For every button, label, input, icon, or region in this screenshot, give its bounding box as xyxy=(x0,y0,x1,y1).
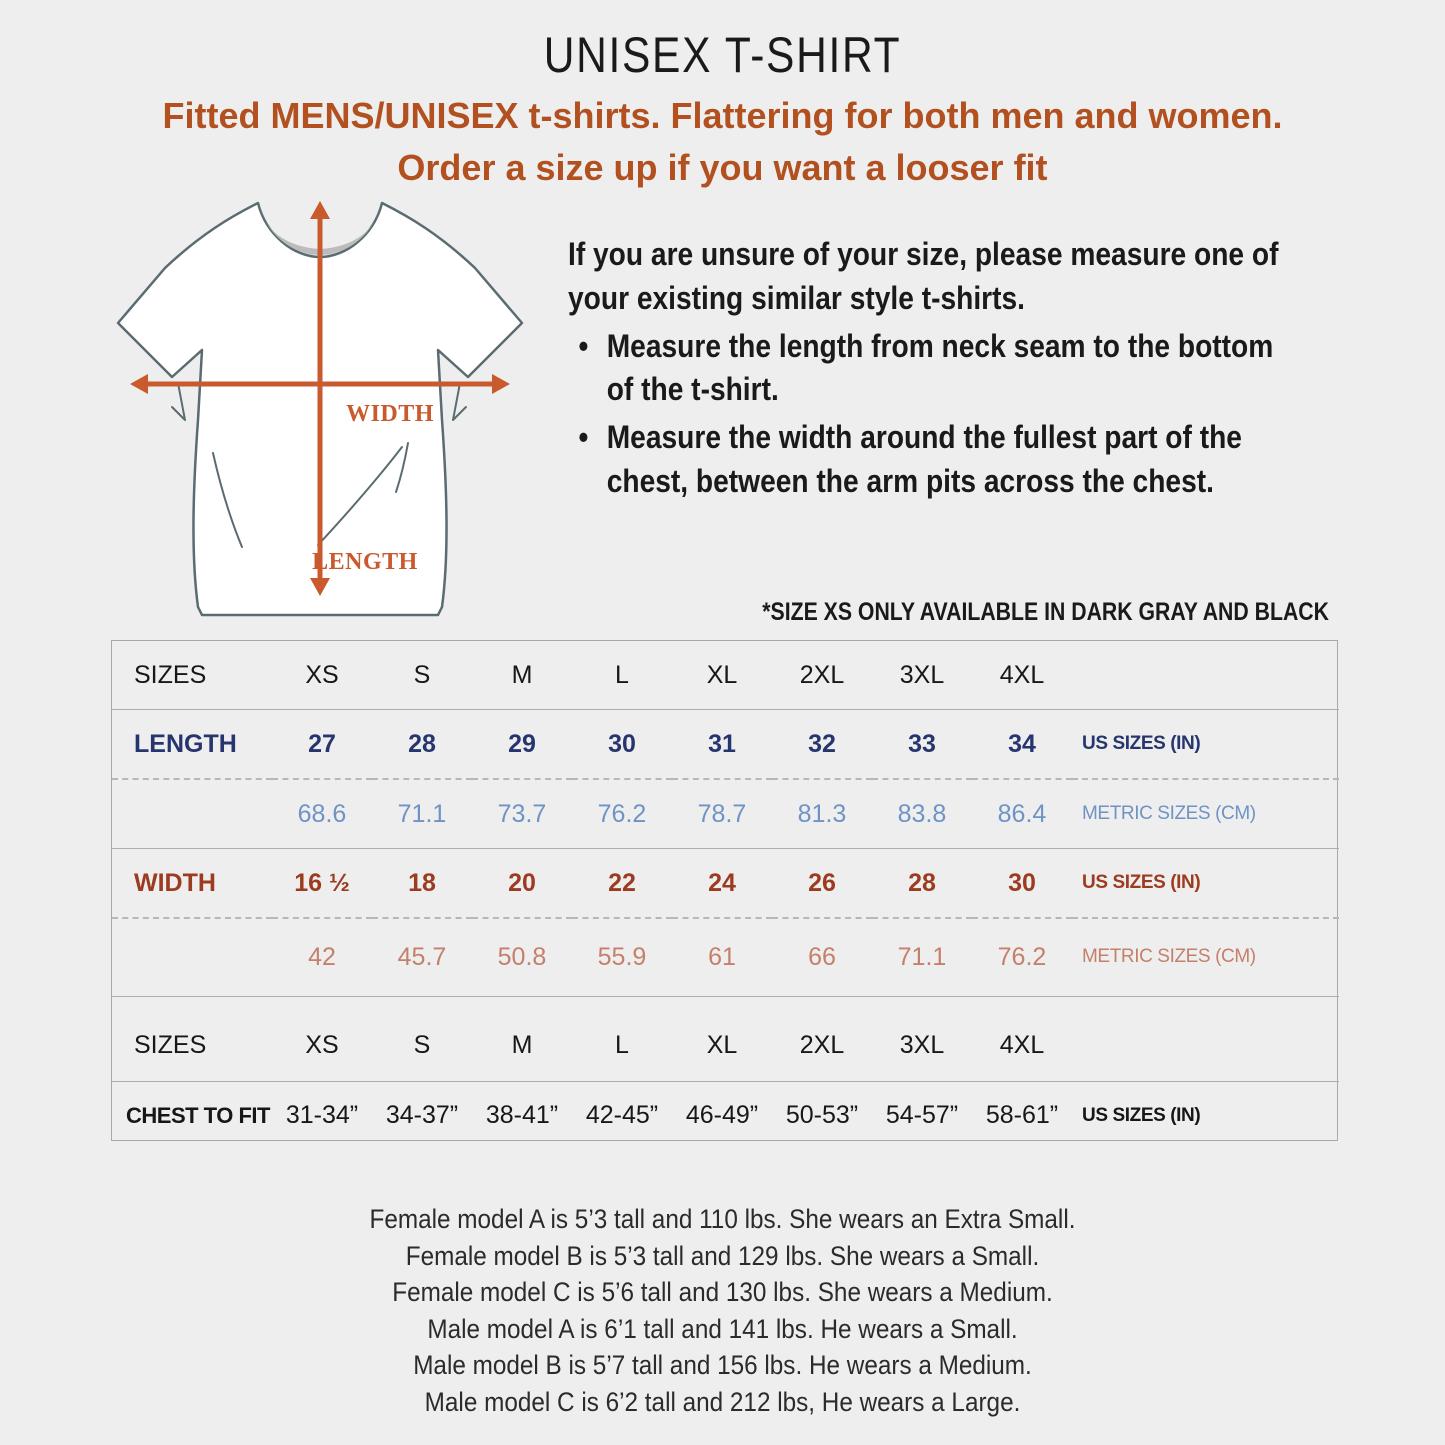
svg-text:LENGTH: LENGTH xyxy=(312,549,418,575)
svg-text:WIDTH: WIDTH xyxy=(346,401,434,427)
